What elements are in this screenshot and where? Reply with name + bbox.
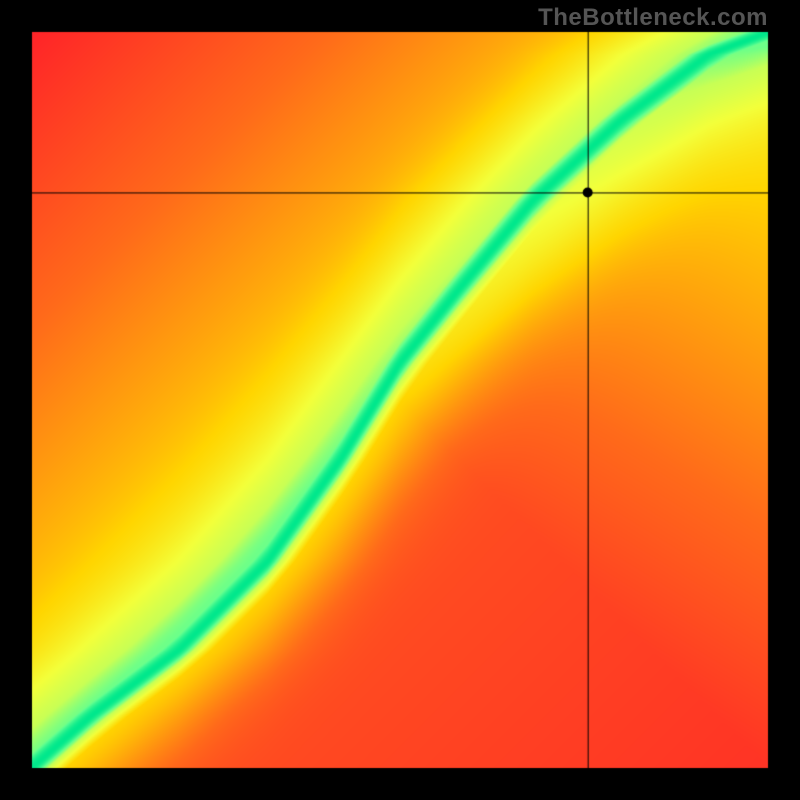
chart-container: TheBottleneck.com (0, 0, 800, 800)
watermark-text: TheBottleneck.com (538, 4, 768, 32)
heatmap-canvas (0, 0, 800, 800)
